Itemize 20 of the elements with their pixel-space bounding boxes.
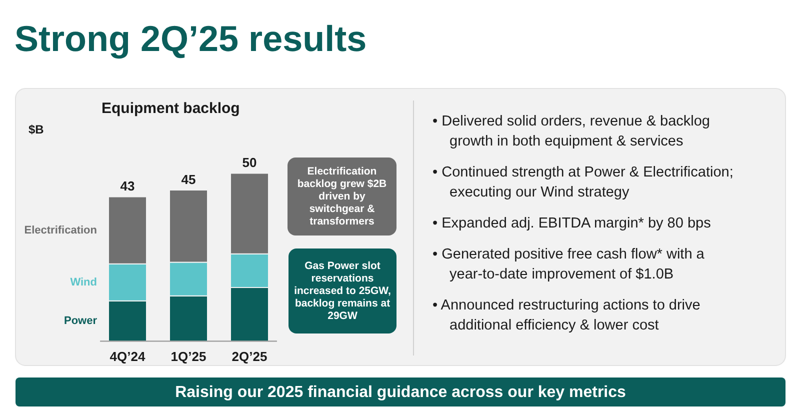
x-tick-label: 1Q’25	[170, 349, 206, 364]
chart-subtitle: Equipment backlog	[102, 100, 240, 117]
annotation: 50	[242, 155, 257, 170]
text: • Generated positive free cash flow* with a year-to-date improvement of $1.0B	[432, 246, 706, 282]
text: Electrification backlog grew $2B driven by switchgear & transformers	[297, 166, 388, 228]
text: $B	[28, 122, 44, 136]
text: • Delivered solid orders, revenue & backlog growth in both equipment & services	[432, 114, 710, 150]
x-tick-label: 2Q’25	[232, 349, 268, 364]
text: • Continued strength at Power & Electrification; executing our Wind strategy	[432, 164, 734, 200]
text: • Expanded adj. EBITDA margin* by 80 bps	[432, 216, 711, 232]
annotation: 43	[120, 178, 135, 194]
annotation: 45	[181, 172, 196, 187]
series-label: Electrification	[24, 224, 98, 236]
text: • Announced restructuring actions to drive additional efficiency & lower cost	[432, 298, 700, 334]
text: Gas Power slot reservations increased to 25GW, backlog remains at 29GW	[294, 260, 392, 322]
x-tick-label: 4Q’24	[110, 349, 146, 364]
chart-title: Strong 2Q’25 results	[14, 18, 367, 59]
text: Raising our 2025 financial guidance across our key metrics	[175, 384, 626, 401]
series-label: Power	[64, 315, 98, 328]
series-label: Wind	[70, 276, 97, 288]
